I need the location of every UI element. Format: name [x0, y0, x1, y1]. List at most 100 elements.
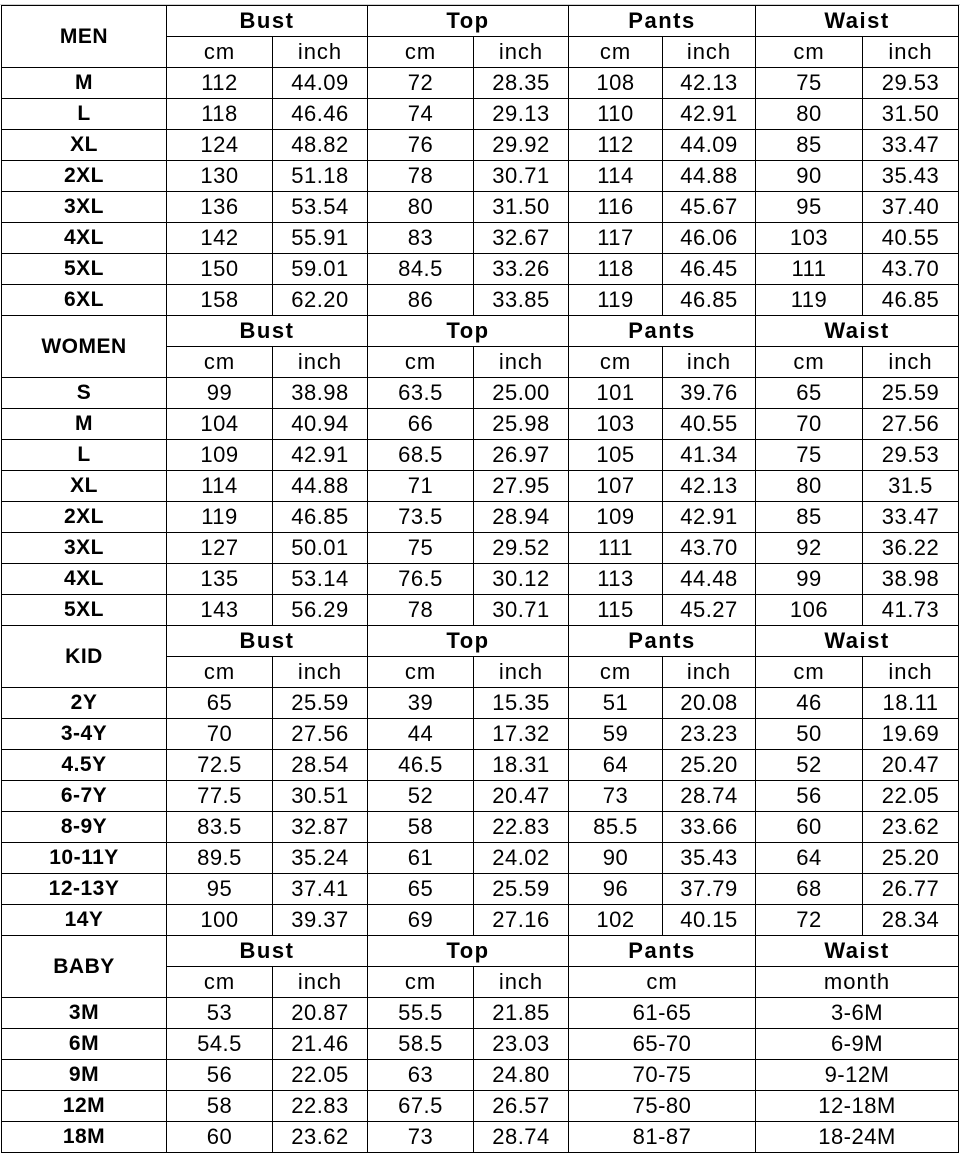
- measurement-cell: 73: [568, 780, 663, 812]
- measurement-cell: 35.43: [662, 842, 756, 874]
- measure-header: Waist: [755, 315, 959, 347]
- measurement-cell: 29.13: [473, 98, 569, 130]
- measurement-cell: 111: [568, 532, 663, 564]
- measurement-cell: 119: [166, 501, 273, 533]
- measurement-cell: 39.37: [272, 904, 368, 936]
- table-row: L 109 42.91 68.5 26.97 105 41.34 75 29.53: [1, 439, 959, 471]
- measurement-cell: 73: [367, 1121, 474, 1153]
- size-label: 3M: [1, 997, 167, 1029]
- measurement-cell: 76: [367, 129, 474, 161]
- measurement-cell: 30.12: [473, 563, 569, 595]
- measurement-cell: 44.88: [272, 470, 368, 502]
- size-label: M: [1, 67, 167, 99]
- measurement-cell: 35.43: [862, 160, 959, 192]
- measurement-cell: 116: [568, 191, 663, 223]
- measurement-cell: 40.55: [862, 222, 959, 254]
- measurement-cell: 103: [755, 222, 863, 254]
- unit-header: inch: [473, 36, 569, 68]
- measurement-cell: 56: [166, 1059, 273, 1091]
- measurement-cell: 18.11: [862, 687, 959, 719]
- measurement-cell: 61: [367, 842, 474, 874]
- measurement-cell: 42.91: [662, 501, 756, 533]
- measurement-cell: 136: [166, 191, 273, 223]
- measure-header: Pants: [568, 935, 756, 967]
- measurement-cell: 85: [755, 501, 863, 533]
- measurement-cell: 69: [367, 904, 474, 936]
- measurement-cell: 28.74: [662, 780, 756, 812]
- measurement-cell: 101: [568, 377, 663, 409]
- measure-header: Bust: [166, 5, 368, 37]
- table-row: M 104 40.94 66 25.98 103 40.55 70 27.56: [1, 408, 959, 440]
- size-chart-table: MEN Bust Top Pants Waist cm inch cm inch cm inch cm…: [1, 5, 959, 1153]
- unit-header: cm: [568, 966, 756, 998]
- measurement-cell: 33.47: [862, 501, 959, 533]
- measurement-cell: 31.50: [862, 98, 959, 130]
- section-title: KID: [1, 625, 167, 688]
- table-row: 10-11Y 89.5 35.24 61 24.02 90 35.43 64 25.20: [1, 842, 959, 874]
- unit-header: inch: [862, 36, 959, 68]
- measurement-cell: 25.59: [862, 377, 959, 409]
- measurement-cell: 32.87: [272, 811, 368, 843]
- measurement-cell: 135: [166, 563, 273, 595]
- measurement-cell: 114: [568, 160, 663, 192]
- measurement-cell: 46.45: [662, 253, 756, 285]
- measurement-cell: 51: [568, 687, 663, 719]
- measurement-cell: 12-18M: [755, 1090, 959, 1122]
- unit-header: cm: [367, 966, 474, 998]
- measurement-cell: 103: [568, 408, 663, 440]
- measure-header: Pants: [568, 315, 756, 347]
- measurement-cell: 24.80: [473, 1059, 569, 1091]
- unit-header: inch: [272, 346, 368, 378]
- measurement-cell: 114: [166, 470, 273, 502]
- measurement-cell: 48.82: [272, 129, 368, 161]
- measurement-cell: 60: [755, 811, 863, 843]
- table-row: 3-4Y 70 27.56 44 17.32 59 23.23 50 19.69: [1, 718, 959, 750]
- measurement-cell: 46.46: [272, 98, 368, 130]
- measurement-cell: 99: [755, 563, 863, 595]
- unit-header: inch: [272, 36, 368, 68]
- measurement-cell: 109: [166, 439, 273, 471]
- unit-header-row: cm inch cm inch cm inch cm inch: [2, 656, 959, 688]
- measurement-cell: 75: [755, 439, 863, 471]
- measurement-cell: 70: [755, 408, 863, 440]
- section-header-row: BABY Bust Top Pants Waist: [1, 935, 959, 998]
- measurement-cell: 26.57: [473, 1090, 569, 1122]
- unit-header: inch: [662, 36, 756, 68]
- measurement-cell: 80: [755, 98, 863, 130]
- measurement-cell: 117: [568, 222, 663, 254]
- measurement-cell: 76.5: [367, 563, 474, 595]
- measurement-cell: 90: [568, 842, 663, 874]
- measurement-cell: 31.5: [862, 470, 959, 502]
- table-row: 18M 60 23.62 73 28.74 81-87 18-24M: [1, 1121, 959, 1153]
- measurement-cell: 28.35: [473, 67, 569, 99]
- measurement-cell: 104: [166, 408, 273, 440]
- measurement-cell: 18.31: [473, 749, 569, 781]
- table-row: XL 114 44.88 71 27.95 107 42.13 80 31.5: [1, 470, 959, 502]
- measurement-cell: 65-70: [568, 1028, 756, 1060]
- size-label: L: [1, 439, 167, 471]
- measurement-cell: 22.83: [473, 811, 569, 843]
- measurement-cell: 24.02: [473, 842, 569, 874]
- measurement-cell: 28.74: [473, 1121, 569, 1153]
- size-label: 2Y: [1, 687, 167, 719]
- measurement-cell: 46.5: [367, 749, 474, 781]
- measurement-cell: 81-87: [568, 1121, 756, 1153]
- unit-header: cm: [568, 346, 663, 378]
- measurement-cell: 70: [166, 718, 273, 750]
- table-row: 5XL 143 56.29 78 30.71 115 45.27 106 41.73: [1, 594, 959, 626]
- size-label: 14Y: [1, 904, 167, 936]
- measurement-cell: 84.5: [367, 253, 474, 285]
- measurement-cell: 67.5: [367, 1090, 474, 1122]
- measurement-cell: 44.48: [662, 563, 756, 595]
- section-title: MEN: [1, 5, 167, 68]
- measurement-cell: 39.76: [662, 377, 756, 409]
- size-label: 3-4Y: [1, 718, 167, 750]
- measurement-cell: 29.92: [473, 129, 569, 161]
- measurement-cell: 23.03: [473, 1028, 569, 1060]
- size-label: 3XL: [1, 191, 167, 223]
- measurement-cell: 50.01: [272, 532, 368, 564]
- measurement-cell: 105: [568, 439, 663, 471]
- measurement-cell: 74: [367, 98, 474, 130]
- measurement-cell: 21.85: [473, 997, 569, 1029]
- measurement-cell: 85: [755, 129, 863, 161]
